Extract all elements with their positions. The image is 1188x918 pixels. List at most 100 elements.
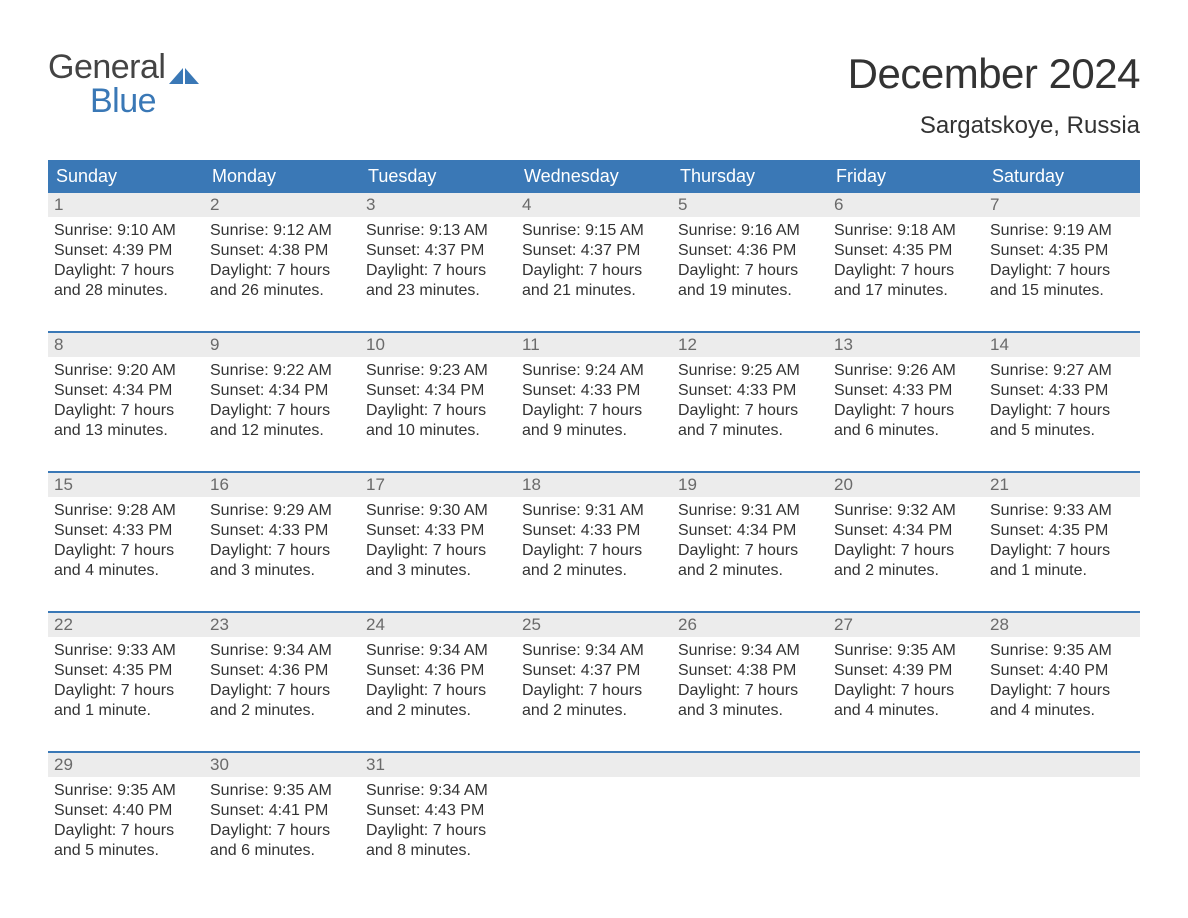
day-body: Sunrise: 9:19 AMSunset: 4:35 PMDaylight:…: [984, 217, 1140, 301]
day-body: Sunrise: 9:18 AMSunset: 4:35 PMDaylight:…: [828, 217, 984, 301]
day-number-row: 26: [672, 613, 828, 637]
day-sunset: Sunset: 4:39 PM: [54, 241, 198, 261]
day-dl1: Daylight: 7 hours: [366, 681, 510, 701]
calendar-week: 29Sunrise: 9:35 AMSunset: 4:40 PMDayligh…: [48, 751, 1140, 863]
header-block: General Blue December 2024 Sargatskoye, …: [48, 50, 1140, 140]
day-number-row: 25: [516, 613, 672, 637]
day-dl2: and 3 minutes.: [678, 701, 822, 721]
day-body: Sunrise: 9:22 AMSunset: 4:34 PMDaylight:…: [204, 357, 360, 441]
calendar-day: [828, 753, 984, 863]
day-body: Sunrise: 9:31 AMSunset: 4:34 PMDaylight:…: [672, 497, 828, 581]
day-sunset: Sunset: 4:35 PM: [834, 241, 978, 261]
day-number: 22: [54, 615, 73, 634]
day-dl1: Daylight: 7 hours: [54, 681, 198, 701]
day-sunset: Sunset: 4:34 PM: [54, 381, 198, 401]
day-dl1: Daylight: 7 hours: [54, 401, 198, 421]
day-sunrise: Sunrise: 9:34 AM: [522, 641, 666, 661]
calendar-header-cell: Monday: [204, 160, 360, 193]
calendar-day: 26Sunrise: 9:34 AMSunset: 4:38 PMDayligh…: [672, 613, 828, 723]
day-dl2: and 10 minutes.: [366, 421, 510, 441]
day-number-row: 7: [984, 193, 1140, 217]
calendar-day: 1Sunrise: 9:10 AMSunset: 4:39 PMDaylight…: [48, 193, 204, 303]
day-sunset: Sunset: 4:37 PM: [522, 241, 666, 261]
day-sunrise: Sunrise: 9:35 AM: [990, 641, 1134, 661]
day-number: 27: [834, 615, 853, 634]
day-number: 19: [678, 475, 697, 494]
day-dl2: and 26 minutes.: [210, 281, 354, 301]
day-dl2: and 2 minutes.: [834, 561, 978, 581]
day-dl2: and 6 minutes.: [210, 841, 354, 861]
day-body: Sunrise: 9:24 AMSunset: 4:33 PMDaylight:…: [516, 357, 672, 441]
day-number: 21: [990, 475, 1009, 494]
day-number-row: 30: [204, 753, 360, 777]
day-sunrise: Sunrise: 9:26 AM: [834, 361, 978, 381]
day-number-row: [828, 753, 984, 777]
calendar-day: 8 Sunrise: 9:20 AMSunset: 4:34 PMDaylight…: [48, 333, 204, 443]
day-number: 20: [834, 475, 853, 494]
calendar-header-cell: Tuesday: [360, 160, 516, 193]
day-number-row: 13: [828, 333, 984, 357]
calendar-day: 5Sunrise: 9:16 AMSunset: 4:36 PMDaylight…: [672, 193, 828, 303]
day-sunset: Sunset: 4:35 PM: [54, 661, 198, 681]
day-number: 14: [990, 335, 1009, 354]
logo: General Blue: [48, 50, 199, 118]
logo-text-blue: Blue: [90, 84, 199, 118]
calendar-day: 14 Sunrise: 9:27 AMSunset: 4:33 PMDayligh…: [984, 333, 1140, 443]
day-sunset: Sunset: 4:33 PM: [210, 521, 354, 541]
day-number: [522, 755, 527, 774]
day-number: 8: [54, 335, 63, 354]
day-dl2: and 2 minutes.: [366, 701, 510, 721]
day-sunset: Sunset: 4:41 PM: [210, 801, 354, 821]
day-sunrise: Sunrise: 9:35 AM: [54, 781, 198, 801]
day-number-row: 22: [48, 613, 204, 637]
day-body: [984, 777, 1140, 781]
day-dl2: and 17 minutes.: [834, 281, 978, 301]
day-sunrise: Sunrise: 9:34 AM: [366, 641, 510, 661]
calendar-day: 3Sunrise: 9:13 AMSunset: 4:37 PMDaylight…: [360, 193, 516, 303]
day-sunset: Sunset: 4:33 PM: [678, 381, 822, 401]
day-number: 6: [834, 195, 843, 214]
day-sunrise: Sunrise: 9:25 AM: [678, 361, 822, 381]
day-body: [828, 777, 984, 781]
day-dl1: Daylight: 7 hours: [210, 681, 354, 701]
day-sunrise: Sunrise: 9:30 AM: [366, 501, 510, 521]
calendar-day: 17Sunrise: 9:30 AMSunset: 4:33 PMDayligh…: [360, 473, 516, 583]
day-sunset: Sunset: 4:38 PM: [678, 661, 822, 681]
day-sunset: Sunset: 4:36 PM: [366, 661, 510, 681]
calendar-header-cell: Thursday: [672, 160, 828, 193]
day-number: 10: [366, 335, 385, 354]
day-sunrise: Sunrise: 9:15 AM: [522, 221, 666, 241]
day-sunrise: Sunrise: 9:32 AM: [834, 501, 978, 521]
day-sunrise: Sunrise: 9:20 AM: [54, 361, 198, 381]
calendar-day: 10Sunrise: 9:23 AMSunset: 4:34 PMDayligh…: [360, 333, 516, 443]
day-number: 3: [366, 195, 375, 214]
day-number-row: 9: [204, 333, 360, 357]
day-body: Sunrise: 9:34 AMSunset: 4:38 PMDaylight:…: [672, 637, 828, 721]
day-body: Sunrise: 9:27 AMSunset: 4:33 PMDaylight:…: [984, 357, 1140, 441]
day-body: Sunrise: 9:29 AMSunset: 4:33 PMDaylight:…: [204, 497, 360, 581]
day-number: [678, 755, 683, 774]
calendar-day: 12Sunrise: 9:25 AMSunset: 4:33 PMDayligh…: [672, 333, 828, 443]
calendar-day: 9Sunrise: 9:22 AMSunset: 4:34 PMDaylight…: [204, 333, 360, 443]
day-dl2: and 21 minutes.: [522, 281, 666, 301]
day-dl1: Daylight: 7 hours: [834, 681, 978, 701]
calendar-day: 15Sunrise: 9:28 AMSunset: 4:33 PMDayligh…: [48, 473, 204, 583]
calendar-week: 8Sunrise: 9:20 AMSunset: 4:34 PMDaylight…: [48, 331, 1140, 443]
day-sunrise: Sunrise: 9:33 AM: [54, 641, 198, 661]
day-number-row: 8: [48, 333, 204, 357]
day-sunrise: Sunrise: 9:34 AM: [678, 641, 822, 661]
day-dl1: Daylight: 7 hours: [522, 681, 666, 701]
day-body: Sunrise: 9:28 AMSunset: 4:33 PMDaylight:…: [48, 497, 204, 581]
day-sunset: Sunset: 4:33 PM: [54, 521, 198, 541]
day-sunset: Sunset: 4:34 PM: [366, 381, 510, 401]
calendar-day: 20Sunrise: 9:32 AMSunset: 4:34 PMDayligh…: [828, 473, 984, 583]
day-dl1: Daylight: 7 hours: [678, 681, 822, 701]
day-dl1: Daylight: 7 hours: [522, 401, 666, 421]
calendar-header-cell: Saturday: [984, 160, 1140, 193]
day-dl1: Daylight: 7 hours: [366, 261, 510, 281]
day-number-row: 1: [48, 193, 204, 217]
day-number-row: 12: [672, 333, 828, 357]
day-dl1: Daylight: 7 hours: [834, 261, 978, 281]
day-sunrise: Sunrise: 9:33 AM: [990, 501, 1134, 521]
day-number: 31: [366, 755, 385, 774]
